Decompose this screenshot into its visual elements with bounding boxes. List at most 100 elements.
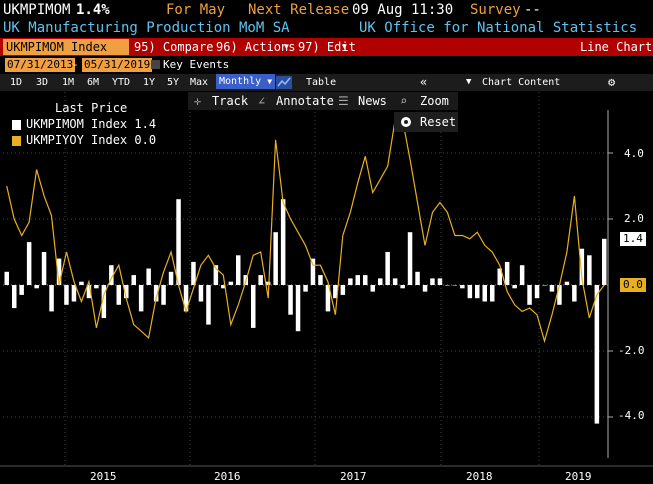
annotate-button[interactable]: Annotate bbox=[276, 94, 334, 108]
news-button[interactable]: News bbox=[358, 94, 387, 108]
period-6m[interactable]: 6M bbox=[87, 77, 100, 88]
mom-bar bbox=[280, 199, 286, 285]
track-button[interactable]: Track bbox=[212, 94, 249, 108]
mom-bar bbox=[198, 285, 204, 302]
annotate-pencil-icon: ∠ bbox=[258, 94, 266, 108]
period-max[interactable]: Max bbox=[190, 77, 209, 88]
mom-bar bbox=[41, 252, 47, 285]
mom-bar bbox=[475, 285, 480, 299]
mom-bar bbox=[94, 285, 99, 289]
table-button[interactable]: Table bbox=[306, 77, 337, 88]
frequency-select[interactable]: Monthly ▼ bbox=[216, 74, 276, 89]
track-crosshair-icon: ✛ bbox=[194, 94, 202, 108]
period-1m[interactable]: 1M bbox=[62, 77, 75, 88]
mom-bar bbox=[49, 285, 54, 312]
legend-swatch-white-icon bbox=[12, 119, 21, 130]
collapse-chevron-icon[interactable]: « bbox=[420, 75, 428, 89]
end-date-input[interactable]: 05/31/2019 bbox=[82, 58, 153, 72]
mom-bar bbox=[333, 285, 338, 299]
period-3d[interactable]: 3D bbox=[36, 77, 49, 88]
mom-bar bbox=[176, 199, 181, 285]
mom-bar bbox=[482, 285, 487, 302]
description-row: UK Manufacturing Production MoM SA UK Of… bbox=[0, 19, 653, 38]
mom-bar bbox=[295, 285, 301, 332]
mom-bar bbox=[363, 275, 368, 285]
survey-label: Survey bbox=[470, 2, 521, 18]
zoom-button[interactable]: Zoom bbox=[420, 94, 449, 108]
line-chart-icon[interactable] bbox=[276, 76, 292, 89]
chart-type-label[interactable]: Line Chart bbox=[580, 40, 653, 54]
legend-label-mom: UKMPIMOM Index 1.4 bbox=[26, 117, 157, 131]
mom-bar bbox=[564, 281, 570, 285]
ticker-input[interactable]: UKMPIMOM Index bbox=[3, 39, 129, 55]
mom-bar bbox=[400, 285, 405, 289]
mom-bar bbox=[79, 281, 84, 285]
mom-bar bbox=[519, 265, 525, 285]
key-events-checkbox[interactable] bbox=[151, 60, 160, 69]
chart-legend: Last Price UKMPIMOM Index 1.4 UKMPIYOY I… bbox=[12, 100, 156, 148]
mom-bar bbox=[86, 285, 92, 299]
mom-bar bbox=[407, 232, 413, 285]
reset-button[interactable]: Reset bbox=[394, 112, 458, 132]
frequency-label: Monthly bbox=[219, 76, 262, 87]
period-1d[interactable]: 1D bbox=[10, 77, 23, 88]
legend-item-mom: UKMPIMOM Index 1.4 bbox=[12, 116, 156, 132]
chart-content-button[interactable]: Chart Content bbox=[482, 77, 561, 88]
actions-caret-icon: ▼ bbox=[284, 42, 289, 51]
y-tick-label: -4.0 bbox=[618, 409, 645, 422]
mom-bar bbox=[288, 285, 293, 315]
actions-menu[interactable]: 96) Actions bbox=[216, 40, 296, 54]
settings-gear-icon[interactable]: ⚙ bbox=[608, 75, 616, 89]
mom-bar bbox=[504, 261, 510, 285]
edit-menu[interactable]: 97) Edit bbox=[298, 40, 356, 54]
mom-bar bbox=[109, 265, 114, 285]
x-tick-label: 2015 bbox=[90, 470, 117, 483]
legend-swatch-yellow-icon bbox=[12, 135, 21, 146]
mom-bar bbox=[213, 265, 219, 285]
mom-bar bbox=[191, 261, 196, 285]
chart-grid bbox=[3, 92, 608, 466]
compare-menu[interactable]: 95) Compare bbox=[134, 40, 214, 54]
mom-bar bbox=[587, 255, 592, 285]
period-bar: 1D 3D 1M 6M YTD 1Y 5Y Max Monthly ▼ Tabl… bbox=[0, 74, 653, 91]
reset-label: Reset bbox=[420, 115, 457, 129]
line-series bbox=[6, 119, 605, 344]
start-date-input[interactable]: 07/31/2013 bbox=[5, 58, 76, 72]
mom-bar bbox=[549, 285, 555, 292]
mom-bar bbox=[527, 285, 532, 305]
mom-bar bbox=[101, 285, 107, 318]
x-tick-label: 2017 bbox=[340, 470, 367, 483]
y-tick-label: 4.0 bbox=[624, 147, 644, 160]
mom-bar bbox=[206, 285, 211, 325]
mom-bar bbox=[19, 285, 24, 295]
mom-bar bbox=[71, 285, 77, 302]
yoy-line bbox=[6, 119, 605, 344]
next-release-label: Next Release bbox=[248, 2, 350, 18]
mom-bar bbox=[348, 278, 353, 285]
mom-bar bbox=[251, 285, 256, 328]
mom-bar bbox=[460, 285, 465, 289]
mom-bar bbox=[228, 281, 234, 285]
period-1y[interactable]: 1Y bbox=[143, 77, 156, 88]
mom-bar bbox=[138, 285, 144, 312]
mom-bar bbox=[146, 268, 151, 285]
range-separator: - bbox=[72, 58, 79, 71]
mom-bar bbox=[265, 281, 271, 285]
period-5y[interactable]: 5Y bbox=[167, 77, 180, 88]
mom-bar bbox=[602, 238, 607, 285]
mom-bar bbox=[325, 285, 331, 312]
mom-bar bbox=[56, 258, 62, 285]
mom-bar bbox=[437, 278, 443, 285]
security-description: UK Manufacturing Production MoM SA bbox=[3, 20, 290, 36]
mom-bar bbox=[497, 268, 502, 285]
period-ytd[interactable]: YTD bbox=[112, 77, 131, 88]
source-name: UK Office for National Statistics bbox=[359, 20, 638, 36]
ticker-label: UKMPIMOM bbox=[3, 2, 71, 18]
mom-bar bbox=[273, 232, 278, 285]
mom-bar bbox=[26, 242, 32, 285]
mom-bar bbox=[116, 285, 121, 305]
mom-bar bbox=[310, 258, 316, 285]
mom-bar bbox=[490, 285, 495, 302]
mom-bar bbox=[430, 278, 435, 285]
